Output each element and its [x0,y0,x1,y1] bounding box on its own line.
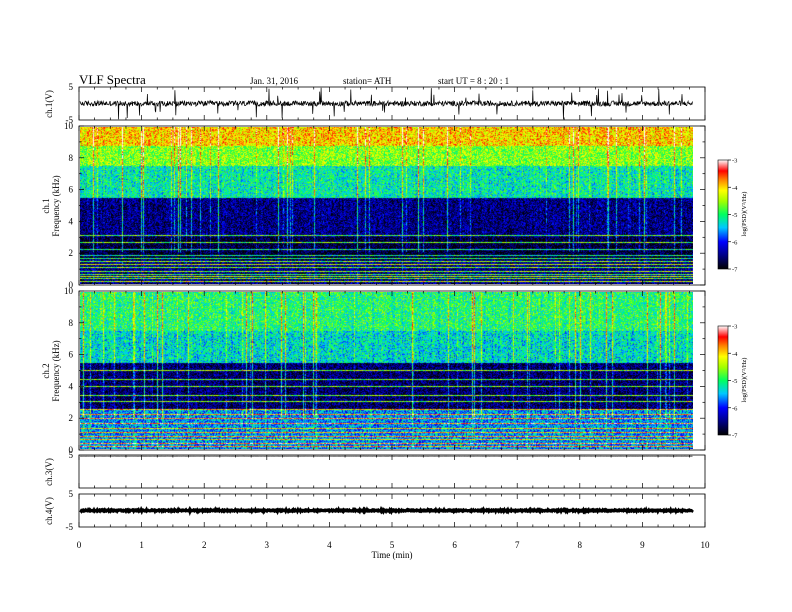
ch1-colorbar-label: log(PSD)(V²/Hz) [741,192,748,237]
x-tick-label: 9 [640,540,645,550]
frequency-tick-label: 10 [64,121,74,131]
frequency-tick-label: 0 [69,445,74,455]
x-tick-label: 10 [701,540,711,550]
x-tick-label: 6 [452,540,457,550]
frequency-tick-label: 8 [69,153,74,163]
colorbar-tick-label: -3 [732,324,737,331]
ch1-frequency-ylabel: Frequency (kHz) [51,175,61,236]
colorbar-tick-label: -5 [732,378,737,385]
colorbar-tick-label: -6 [732,239,738,246]
ch1-waveform-ylabel: ch.1(V) [44,90,54,118]
ch1-waveform-trace [79,87,693,120]
date-label: Jan. 31, 2016 [250,76,298,86]
waveform-y-tick-label: -5 [66,115,74,125]
frequency-tick-label: 8 [69,318,74,328]
ch2-colorbar [717,325,729,436]
frequency-tick-label: 10 [64,286,74,296]
ch2-spectrogram-image-holder [80,292,693,449]
frequency-tick-label: 4 [69,381,74,391]
frequency-tick-label: 2 [69,248,74,258]
frequency-tick-label: 2 [69,413,74,423]
ch4-waveform-trace [79,505,694,517]
figure-title: VLF Spectra [79,72,146,87]
station-label: station= ATH [343,76,392,86]
ch1-channel-label: ch.1 [41,198,51,213]
ch2-spectrogram [80,292,693,449]
colorbar-tick-label: -3 [732,158,737,165]
colorbar-tick-label: -5 [732,212,737,219]
colorbar-tick-label: -4 [732,351,738,358]
ch2-colorbar-label: log(PSD)(V²/Hz) [741,358,748,403]
x-tick-label: 0 [77,540,82,550]
x-tick-label: 4 [327,540,332,550]
ch1-spectrogram [80,127,693,284]
ch1-colorbar [717,159,729,270]
frequency-tick-label: 4 [69,216,74,226]
ch2-frequency-ylabel: Frequency (kHz) [51,340,61,401]
x-axis-label: Time (min) [372,550,413,560]
colorbar-tick-label: -7 [732,433,738,440]
x-tick-label: 8 [578,540,583,550]
frequency-tick-label: 0 [69,280,74,290]
ch2-channel-label: ch.2 [41,363,51,378]
ch4-waveform-ylabel: ch.4(V) [44,497,54,525]
x-tick-label: 5 [390,540,395,550]
x-tick-label: 2 [202,540,207,550]
waveform-y-tick-label: 5 [69,82,74,92]
colorbar-tick-label: -7 [732,267,738,274]
waveform-y-tick-label: 5 [69,450,74,460]
x-tick-label: 1 [139,540,144,550]
frequency-tick-label: 6 [69,185,74,195]
waveform-y-tick-label: 5 [69,489,74,499]
ch3-waveform-ylabel: ch.3(V) [44,458,54,486]
waveform-y-tick-label: -5 [66,522,74,532]
axes-ticks-layer: 0 1 2 3 4 5 6 7 8 9 105-555-50246810-3-4-5-6-70246… [64,82,738,550]
frequency-tick-label: 6 [69,350,74,360]
colorbar-tick-label: -4 [732,185,738,192]
ch1-spectrogram-image-holder [80,127,693,284]
x-tick-label: 3 [265,540,270,550]
start-time-label: start UT = 8 : 20 : 1 [438,76,509,86]
colorbar-tick-label: -6 [732,405,738,412]
x-tick-label: 7 [515,540,520,550]
